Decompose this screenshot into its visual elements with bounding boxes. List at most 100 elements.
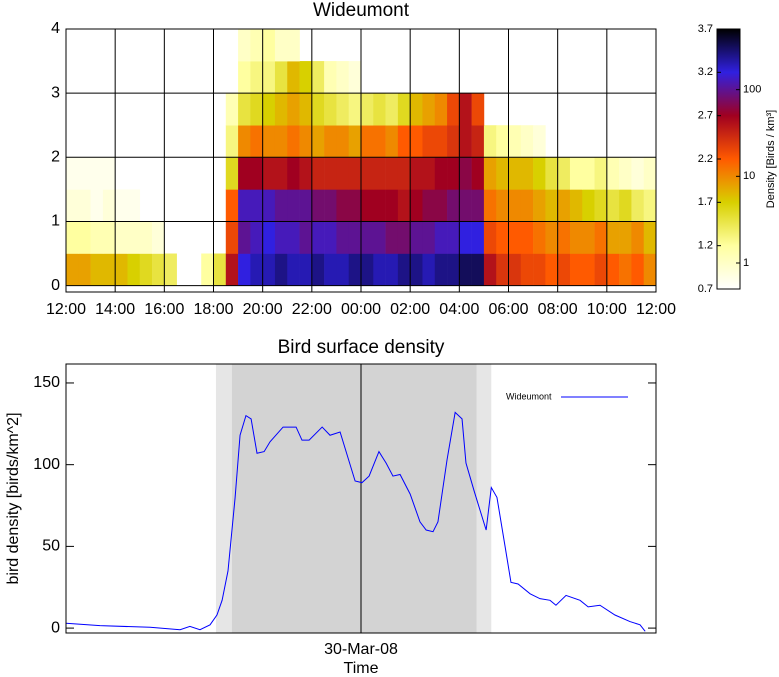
heat-cell [299, 93, 313, 126]
heat-cell [471, 125, 485, 158]
heat-cell [557, 253, 571, 286]
heat-cell [324, 221, 337, 254]
heat-cell [631, 221, 645, 254]
heat-cell [434, 221, 448, 254]
colorbar-tick-label: 3.7 [698, 23, 713, 35]
heat-cell [594, 253, 608, 286]
x-tick-label: 20:00 [243, 301, 283, 318]
heat-cell [410, 189, 423, 222]
y-tick-label: 4 [51, 20, 60, 37]
x-tick-label: 08:00 [538, 301, 578, 318]
heat-cell [213, 253, 227, 286]
heat-cell [225, 253, 239, 286]
heat-cell [78, 157, 91, 190]
heat-cell [373, 189, 386, 222]
heat-cell [164, 253, 177, 286]
heat-cell [250, 189, 263, 222]
heat-cell [127, 253, 141, 286]
heat-cell [606, 253, 620, 286]
heat-cell [459, 189, 472, 222]
colorbar-tick-label: 1 [743, 257, 749, 269]
heat-cell [373, 221, 386, 254]
heat-cell [385, 221, 399, 254]
heat-cell [311, 253, 325, 286]
heat-cell [373, 93, 386, 126]
heat-cell [483, 221, 497, 254]
heat-cell [619, 221, 632, 254]
night-shading [231, 364, 477, 633]
heat-cell [520, 125, 534, 158]
x-axis-label: Time [344, 660, 379, 677]
heat-cell [422, 157, 436, 190]
colorbar-label: Density [Birds / km³] [765, 110, 777, 208]
heat-cell [139, 221, 153, 254]
heat-cell [545, 189, 558, 222]
y-tick-label: 3 [51, 84, 60, 101]
heat-cell [508, 125, 522, 158]
heat-cell [324, 157, 337, 190]
heat-cell [238, 189, 251, 222]
heat-cell [287, 61, 300, 94]
x-tick-label: 16:00 [144, 301, 184, 318]
heat-cell [152, 253, 165, 286]
y-tick-label: 100 [33, 456, 60, 473]
heat-cell [361, 189, 374, 222]
heat-cell [582, 189, 595, 222]
heat-cell [385, 125, 399, 158]
heat-cell [557, 221, 571, 254]
heat-cell [582, 253, 595, 286]
heat-cell [102, 253, 116, 286]
heat-cell [520, 157, 534, 190]
heat-cell [250, 125, 263, 158]
heat-cell [299, 189, 313, 222]
heat-cell [361, 221, 374, 254]
heat-cell [533, 221, 546, 254]
heat-cell [508, 189, 522, 222]
heat-cell [250, 29, 263, 62]
colorbar-tick-label: 100 [743, 84, 761, 96]
legend-label: Wideumont [506, 391, 552, 401]
heat-cell [422, 221, 436, 254]
heat-cell [471, 189, 485, 222]
heat-cell [238, 93, 251, 126]
heat-cell [299, 157, 313, 190]
heat-cell [410, 93, 423, 126]
y-tick-label: 150 [33, 374, 60, 391]
colorbar-tick-label: 0.7 [698, 283, 713, 295]
heat-cell [410, 221, 423, 254]
heat-cell [262, 221, 276, 254]
heat-cell [631, 157, 645, 190]
heat-cell [201, 253, 214, 286]
data-line [65, 411, 646, 632]
heat-cell [238, 125, 251, 158]
heat-cell [238, 29, 251, 62]
heat-cell [594, 189, 608, 222]
heat-cell [397, 125, 411, 158]
heat-cell [434, 93, 448, 126]
heat-cell [508, 157, 522, 190]
heat-cell [238, 157, 251, 190]
heat-cell [410, 157, 423, 190]
heat-cell [471, 157, 485, 190]
heat-cell [545, 221, 558, 254]
heat-cell [90, 157, 104, 190]
heat-cell [262, 125, 276, 158]
heat-cell [78, 189, 91, 222]
heat-cell [250, 61, 263, 94]
heat-cell [447, 157, 460, 190]
heat-cell [348, 61, 362, 94]
heat-cell [385, 93, 399, 126]
heat-cell [447, 253, 460, 286]
heat-cell [238, 221, 251, 254]
heat-cell [422, 253, 436, 286]
colorbar-tick-label: 2.7 [698, 110, 713, 122]
heat-cell [78, 253, 91, 286]
x-tick-label: 10:00 [587, 301, 627, 318]
chart-title: Bird surface density [278, 337, 445, 358]
heat-cell [299, 221, 313, 254]
heat-cell [274, 93, 288, 126]
x-tick-label: 04:00 [439, 301, 479, 318]
heat-cell [115, 253, 128, 286]
heat-cell [447, 93, 460, 126]
heat-cell [385, 253, 399, 286]
